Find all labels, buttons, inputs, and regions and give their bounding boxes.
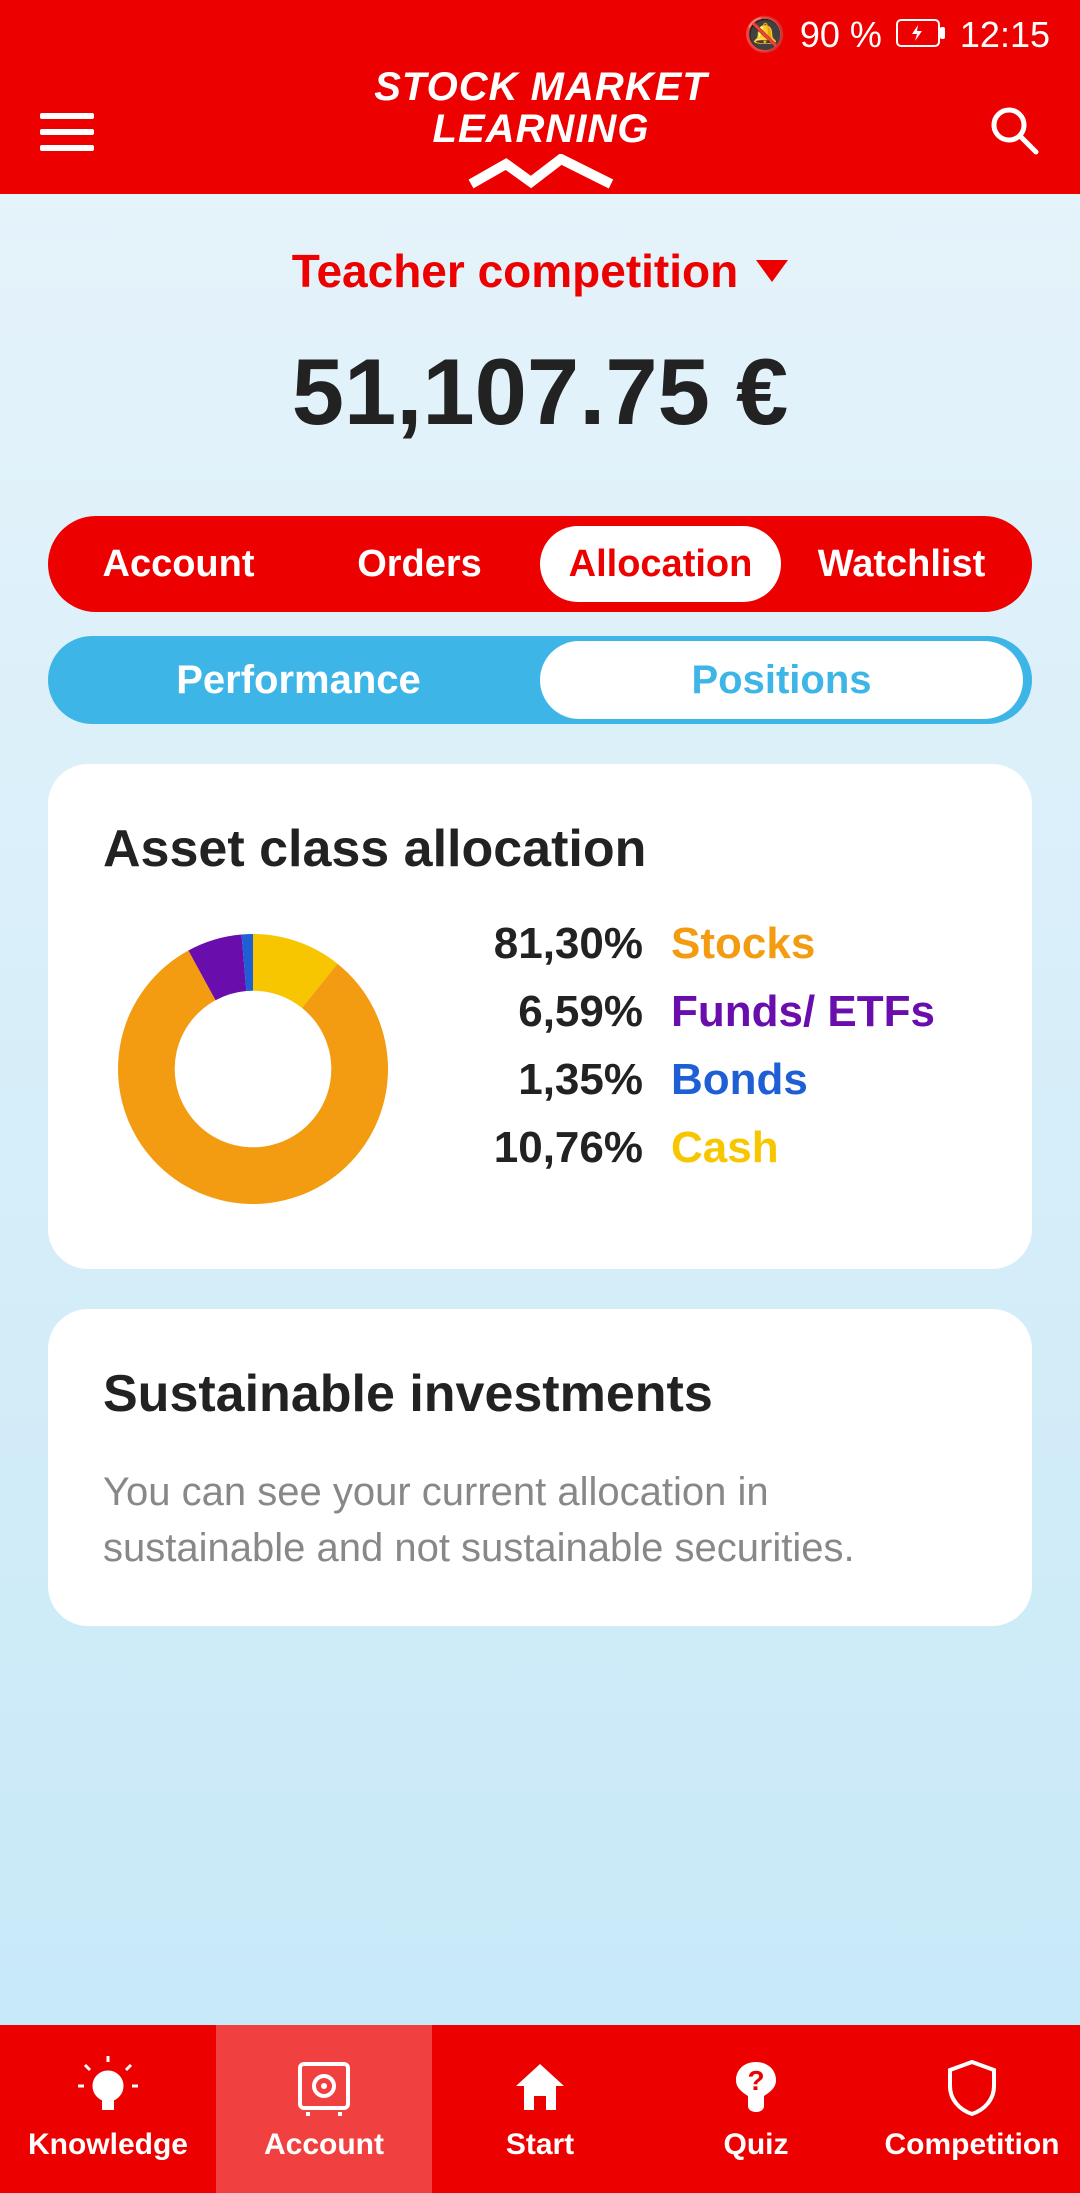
- balance-amount: 51,107.75 €: [48, 338, 1032, 446]
- nav-competition[interactable]: Competition: [864, 2025, 1080, 2193]
- app-title-line2: LEARNING: [94, 108, 988, 150]
- nav-knowledge[interactable]: Knowledge: [0, 2025, 216, 2193]
- secondary-tabs: Performance Positions: [48, 636, 1032, 724]
- tab-allocation[interactable]: Allocation: [540, 526, 781, 602]
- nav-start[interactable]: Start: [432, 2025, 648, 2193]
- tab-positions[interactable]: Positions: [540, 641, 1023, 719]
- home-icon: [508, 2056, 572, 2120]
- app-header: STOCK MARKET LEARNING: [0, 70, 1080, 194]
- tab-performance[interactable]: Performance: [57, 641, 540, 719]
- nav-account[interactable]: Account: [216, 2025, 432, 2193]
- lightbulb-icon: [76, 2056, 140, 2120]
- menu-button[interactable]: [40, 113, 94, 151]
- legend-label: Funds/ ETFs: [671, 987, 935, 1037]
- allocation-legend: 81,30% Stocks 6,59% Funds/ ETFs 1,35% Bonds 10…: [443, 919, 977, 1191]
- nav-quiz[interactable]: ? Quiz: [648, 2025, 864, 2193]
- legend-row: 6,59% Funds/ ETFs: [443, 987, 977, 1037]
- quiz-icon: ?: [724, 2056, 788, 2120]
- battery-icon: [896, 14, 946, 56]
- app-title-line1: STOCK MARKET: [94, 66, 988, 108]
- legend-row: 81,30% Stocks: [443, 919, 977, 969]
- legend-row: 1,35% Bonds: [443, 1055, 977, 1105]
- svg-text:?: ?: [747, 2065, 764, 2096]
- legend-label: Cash: [671, 1123, 779, 1173]
- safe-icon: [292, 2056, 356, 2120]
- tab-account[interactable]: Account: [58, 526, 299, 602]
- primary-tabs: Account Orders Allocation Watchlist: [48, 516, 1032, 612]
- battery-text: 90 %: [800, 14, 882, 56]
- search-button[interactable]: [988, 104, 1040, 161]
- allocation-donut-chart: [103, 919, 403, 1219]
- nav-start-label: Start: [506, 2128, 574, 2162]
- legend-pct: 1,35%: [443, 1055, 643, 1105]
- legend-row: 10,76% Cash: [443, 1123, 977, 1173]
- legend-pct: 10,76%: [443, 1123, 643, 1173]
- nav-competition-label: Competition: [885, 2128, 1060, 2162]
- status-bar: 🔕 90 % 12:15: [0, 0, 1080, 70]
- legend-pct: 6,59%: [443, 987, 643, 1037]
- nav-knowledge-label: Knowledge: [28, 2128, 188, 2162]
- legend-pct: 81,30%: [443, 919, 643, 969]
- nav-quiz-label: Quiz: [724, 2128, 789, 2162]
- competition-label: Teacher competition: [292, 244, 738, 298]
- tab-orders[interactable]: Orders: [299, 526, 540, 602]
- legend-label: Stocks: [671, 919, 815, 969]
- chevron-down-icon: [756, 260, 788, 282]
- nav-account-label: Account: [264, 2128, 384, 2162]
- app-title: STOCK MARKET LEARNING: [94, 66, 988, 199]
- sustainable-title: Sustainable investments: [103, 1364, 977, 1424]
- tab-watchlist[interactable]: Watchlist: [781, 526, 1022, 602]
- allocation-title: Asset class allocation: [103, 819, 977, 879]
- competition-selector[interactable]: Teacher competition: [48, 244, 1032, 298]
- sustainable-desc: You can see your current allocation in s…: [103, 1464, 977, 1576]
- logo-chart-icon: [466, 154, 616, 194]
- bottom-nav: Knowledge Account Start ? Quiz Competiti…: [0, 2025, 1080, 2193]
- allocation-card: Asset class allocation 81,30% Stocks 6,59%…: [48, 764, 1032, 1269]
- mute-icon: 🔕: [744, 15, 786, 55]
- sustainable-card: Sustainable investments You can see your…: [48, 1309, 1032, 1626]
- legend-label: Bonds: [671, 1055, 808, 1105]
- clock-text: 12:15: [960, 14, 1050, 56]
- shield-icon: [940, 2056, 1004, 2120]
